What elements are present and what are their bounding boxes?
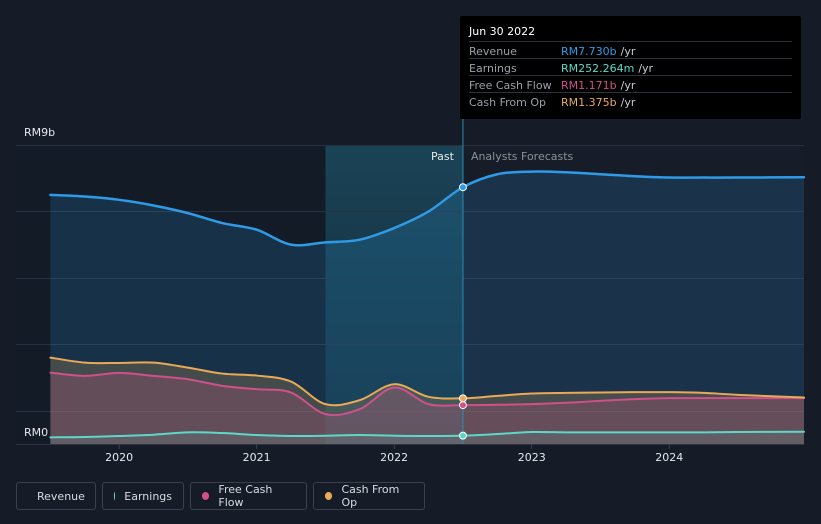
revenue-marker: [458, 183, 467, 192]
past-region-band: [325, 145, 463, 444]
series-areas: [50, 171, 805, 444]
legend-item-free-cash-flow[interactable]: Free Cash Flow: [190, 482, 307, 510]
x-tick-label: 2023: [518, 451, 546, 464]
tooltip-unit: /yr: [620, 79, 636, 92]
legend-item-cash-from-op[interactable]: Cash From Op: [313, 482, 425, 510]
y-axis-max-label: RM9b: [24, 126, 55, 139]
tooltip-unit: /yr: [620, 96, 636, 109]
tooltip-row-revenue: Revenue RM7.730b/yr: [469, 41, 792, 59]
x-tick-label: 2022: [380, 451, 408, 464]
legend-label: Cash From Op: [341, 483, 400, 509]
tooltip-label: Cash From Op: [469, 96, 547, 109]
cash-from-op-line: [49, 356, 805, 407]
legend-dot-icon: [202, 492, 210, 500]
cash-from-op-area: [50, 357, 805, 444]
tooltip-value: RM1.375b: [561, 96, 617, 109]
gridlines: [16, 145, 804, 412]
tooltip-value: RM1.171b: [561, 79, 617, 92]
series-lines: [49, 170, 806, 439]
chart-legend: Revenue Earnings Free Cash Flow Cash Fro…: [16, 482, 425, 512]
free-cash-flow-line: [49, 371, 805, 417]
legend-label: Earnings: [124, 489, 172, 503]
legend-dot-icon: [114, 492, 116, 500]
tooltip-label: Revenue: [469, 45, 517, 58]
free-cash-flow-area: [50, 372, 805, 444]
x-axis-ticks: 2020 2021 2022 2023 2024: [105, 444, 683, 464]
free-cash-flow-marker: [458, 401, 467, 410]
tooltip-label: Free Cash Flow: [469, 79, 552, 92]
tooltip-row-cash-from-op: Cash From Op RM1.375b/yr: [469, 92, 792, 110]
y-axis-min-label: RM0: [24, 426, 48, 439]
tooltip-value: RM252.264m: [561, 62, 635, 75]
legend-item-earnings[interactable]: Earnings: [102, 482, 184, 510]
cash-from-op-marker: [458, 394, 467, 403]
past-label: Past: [431, 150, 455, 163]
x-tick-label: 2020: [105, 451, 133, 464]
x-tick-label: 2024: [655, 451, 683, 464]
tooltip-row-earnings: Earnings RM252.264m/yr: [469, 58, 792, 76]
tooltip-unit: /yr: [620, 45, 636, 58]
legend-item-revenue[interactable]: Revenue: [16, 482, 96, 510]
tooltip: Jun 30 2022 Revenue RM7.730b/yr Earnings…: [460, 16, 801, 119]
revenue-area: [50, 171, 805, 444]
tooltip-date: Jun 30 2022: [469, 25, 536, 38]
legend-label: Free Cash Flow: [218, 483, 273, 509]
earnings-marker: [458, 431, 467, 440]
tooltip-unit: /yr: [638, 62, 654, 75]
tooltip-value: RM7.730b: [561, 45, 617, 58]
legend-dot-icon: [325, 492, 333, 500]
tooltip-row-free-cash-flow: Free Cash Flow RM1.171b/yr: [469, 75, 792, 93]
earnings-line: [49, 430, 805, 439]
x-tick-label: 2021: [243, 451, 271, 464]
highlight-markers: [458, 183, 467, 440]
legend-label: Revenue: [37, 489, 85, 503]
tooltip-label: Earnings: [469, 62, 517, 75]
forecast-label: Analysts Forecasts: [471, 150, 574, 163]
revenue-line: [49, 170, 806, 247]
